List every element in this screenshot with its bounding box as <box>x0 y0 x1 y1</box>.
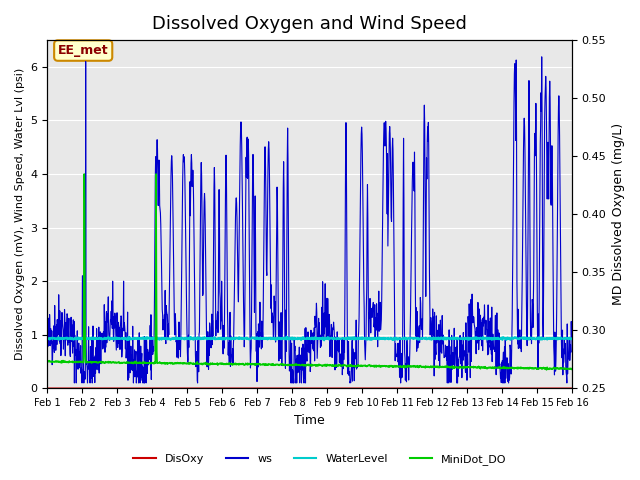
Legend: DisOxy, ws, WaterLevel, MiniDot_DO: DisOxy, ws, WaterLevel, MiniDot_DO <box>129 450 511 469</box>
Title: Dissolved Oxygen and Wind Speed: Dissolved Oxygen and Wind Speed <box>152 15 467 33</box>
Y-axis label: MD Dissolved Oxygen (mg/L): MD Dissolved Oxygen (mg/L) <box>612 123 625 305</box>
X-axis label: Time: Time <box>294 414 325 427</box>
Y-axis label: Dissolved Oxygen (mV), Wind Speed, Water Lvl (psi): Dissolved Oxygen (mV), Wind Speed, Water… <box>15 68 25 360</box>
Text: EE_met: EE_met <box>58 44 109 57</box>
